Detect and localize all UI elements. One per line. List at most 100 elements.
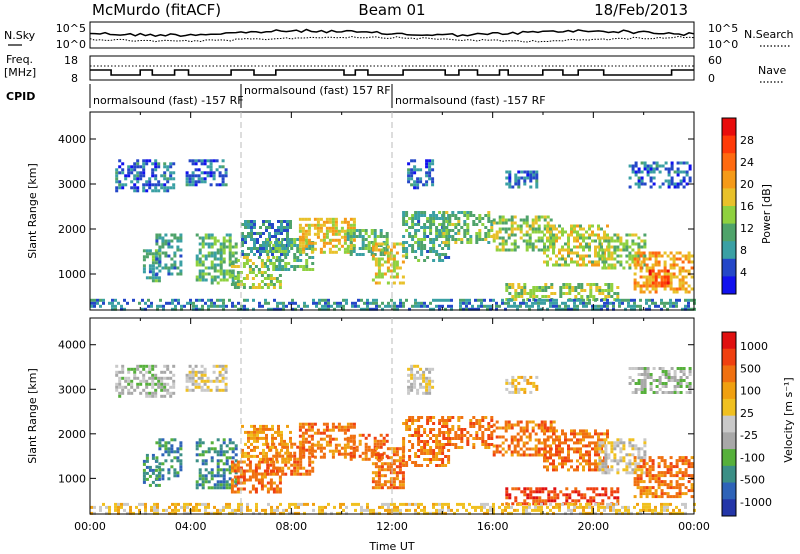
heatmap-cell	[253, 439, 256, 443]
heatmap-cell	[96, 301, 99, 305]
heatmap-cell	[148, 364, 152, 368]
heatmap-cell	[504, 242, 508, 246]
heatmap-cell	[598, 236, 602, 240]
heatmap-cell	[228, 465, 232, 469]
heatmap-cell	[321, 304, 324, 308]
heatmap-cell	[543, 218, 547, 222]
heatmap-cell	[298, 455, 302, 459]
heatmap-cell	[639, 266, 643, 270]
heatmap-cell	[637, 182, 641, 186]
heatmap-cell	[508, 185, 512, 189]
heatmap-cell	[490, 223, 494, 226]
heatmap-cell	[155, 441, 159, 445]
heatmap-cell	[561, 245, 564, 249]
heatmap-cell	[272, 463, 276, 467]
heatmap-cell	[625, 248, 629, 252]
heatmap-cell	[364, 442, 368, 446]
heatmap-cell	[301, 238, 305, 242]
heatmap-cell	[213, 447, 217, 451]
heatmap-cell	[645, 281, 649, 285]
heatmap-cell	[435, 458, 439, 461]
heatmap-cell	[607, 248, 611, 252]
heatmap-cell	[637, 254, 641, 258]
heatmap-cell	[673, 185, 677, 189]
heatmap-cell	[283, 220, 286, 223]
heatmap-cell	[278, 490, 282, 494]
heatmap-cell	[567, 233, 570, 237]
heatmap-cell	[262, 244, 265, 247]
heatmap-cell	[224, 382, 228, 386]
heatmap-cell	[204, 459, 208, 463]
heatmap-cell	[648, 489, 652, 493]
heatmap-cell	[265, 220, 268, 223]
heatmap-cell	[298, 452, 302, 456]
heatmap-cell	[438, 235, 442, 238]
heatmap-cell	[579, 257, 582, 261]
heatmap-cell	[419, 382, 423, 386]
heatmap-cell	[410, 171, 414, 175]
heatmap-cell	[154, 373, 158, 377]
heatmap-cell	[195, 502, 198, 506]
heatmap-cell	[266, 286, 270, 289]
heatmap-cell	[420, 425, 424, 428]
heatmap-cell	[633, 257, 637, 261]
heatmap-cell	[600, 459, 603, 463]
heatmap-cell	[373, 229, 377, 232]
heatmap-cell	[195, 508, 198, 512]
heatmap-cell	[472, 214, 476, 217]
heatmap-cell	[398, 486, 402, 490]
heatmap-cell	[481, 425, 485, 428]
heatmap-cell	[136, 162, 140, 166]
heatmap-cell	[516, 444, 520, 448]
heatmap-cell	[687, 257, 691, 261]
heatmap-cell	[367, 244, 371, 247]
heatmap-cell	[490, 220, 494, 223]
heatmap-cell	[444, 244, 448, 247]
heatmap-cell	[380, 486, 384, 490]
heatmap-cell	[594, 462, 597, 466]
heatmap-cell	[639, 459, 643, 463]
heatmap-cell	[562, 286, 566, 289]
heatmap-cell	[669, 298, 672, 302]
heatmap-cell	[398, 456, 402, 460]
heatmap-cell	[145, 379, 149, 383]
heatmap-cell	[448, 437, 452, 440]
heatmap-cell	[322, 238, 326, 242]
heatmap-cell	[543, 245, 546, 249]
heatmap-cell	[416, 168, 420, 172]
heatmap-cell	[275, 238, 279, 241]
heatmap-cell	[627, 301, 630, 305]
heatmap-cell	[661, 391, 665, 394]
heatmap-cell	[426, 256, 430, 259]
heatmap-cell	[158, 245, 162, 249]
heatmap-cell	[549, 239, 552, 243]
heatmap-cell	[616, 254, 620, 258]
heatmap-cell	[661, 370, 665, 373]
heatmap-cell	[213, 275, 217, 279]
heatmap-cell	[402, 446, 406, 449]
heatmap-cell	[231, 511, 234, 515]
heatmap-cell	[90, 505, 93, 509]
heatmap-cell	[610, 263, 614, 267]
heatmap-cell	[426, 422, 430, 425]
heatmap-cell	[514, 292, 518, 295]
heatmap-cell	[331, 244, 335, 248]
heatmap-cell	[633, 278, 637, 282]
heatmap-cell	[301, 446, 305, 450]
heatmap-cell	[640, 373, 644, 376]
heatmap-cell	[564, 462, 567, 466]
heatmap-cell	[173, 251, 177, 255]
heatmap-cell	[197, 159, 201, 163]
heatmap-cell	[520, 375, 524, 379]
heatmap-cell	[552, 233, 555, 237]
heatmap-cell	[441, 259, 445, 262]
heatmap-cell	[136, 376, 140, 380]
heatmap-cell	[634, 367, 638, 370]
heatmap-cell	[219, 453, 223, 457]
heatmap-cell	[130, 165, 134, 169]
heatmap-cell	[179, 248, 183, 252]
heatmap-cell	[124, 183, 128, 187]
heatmap-cell	[666, 468, 670, 472]
heatmap-cell	[219, 474, 223, 478]
heatmap-cell	[195, 254, 199, 258]
